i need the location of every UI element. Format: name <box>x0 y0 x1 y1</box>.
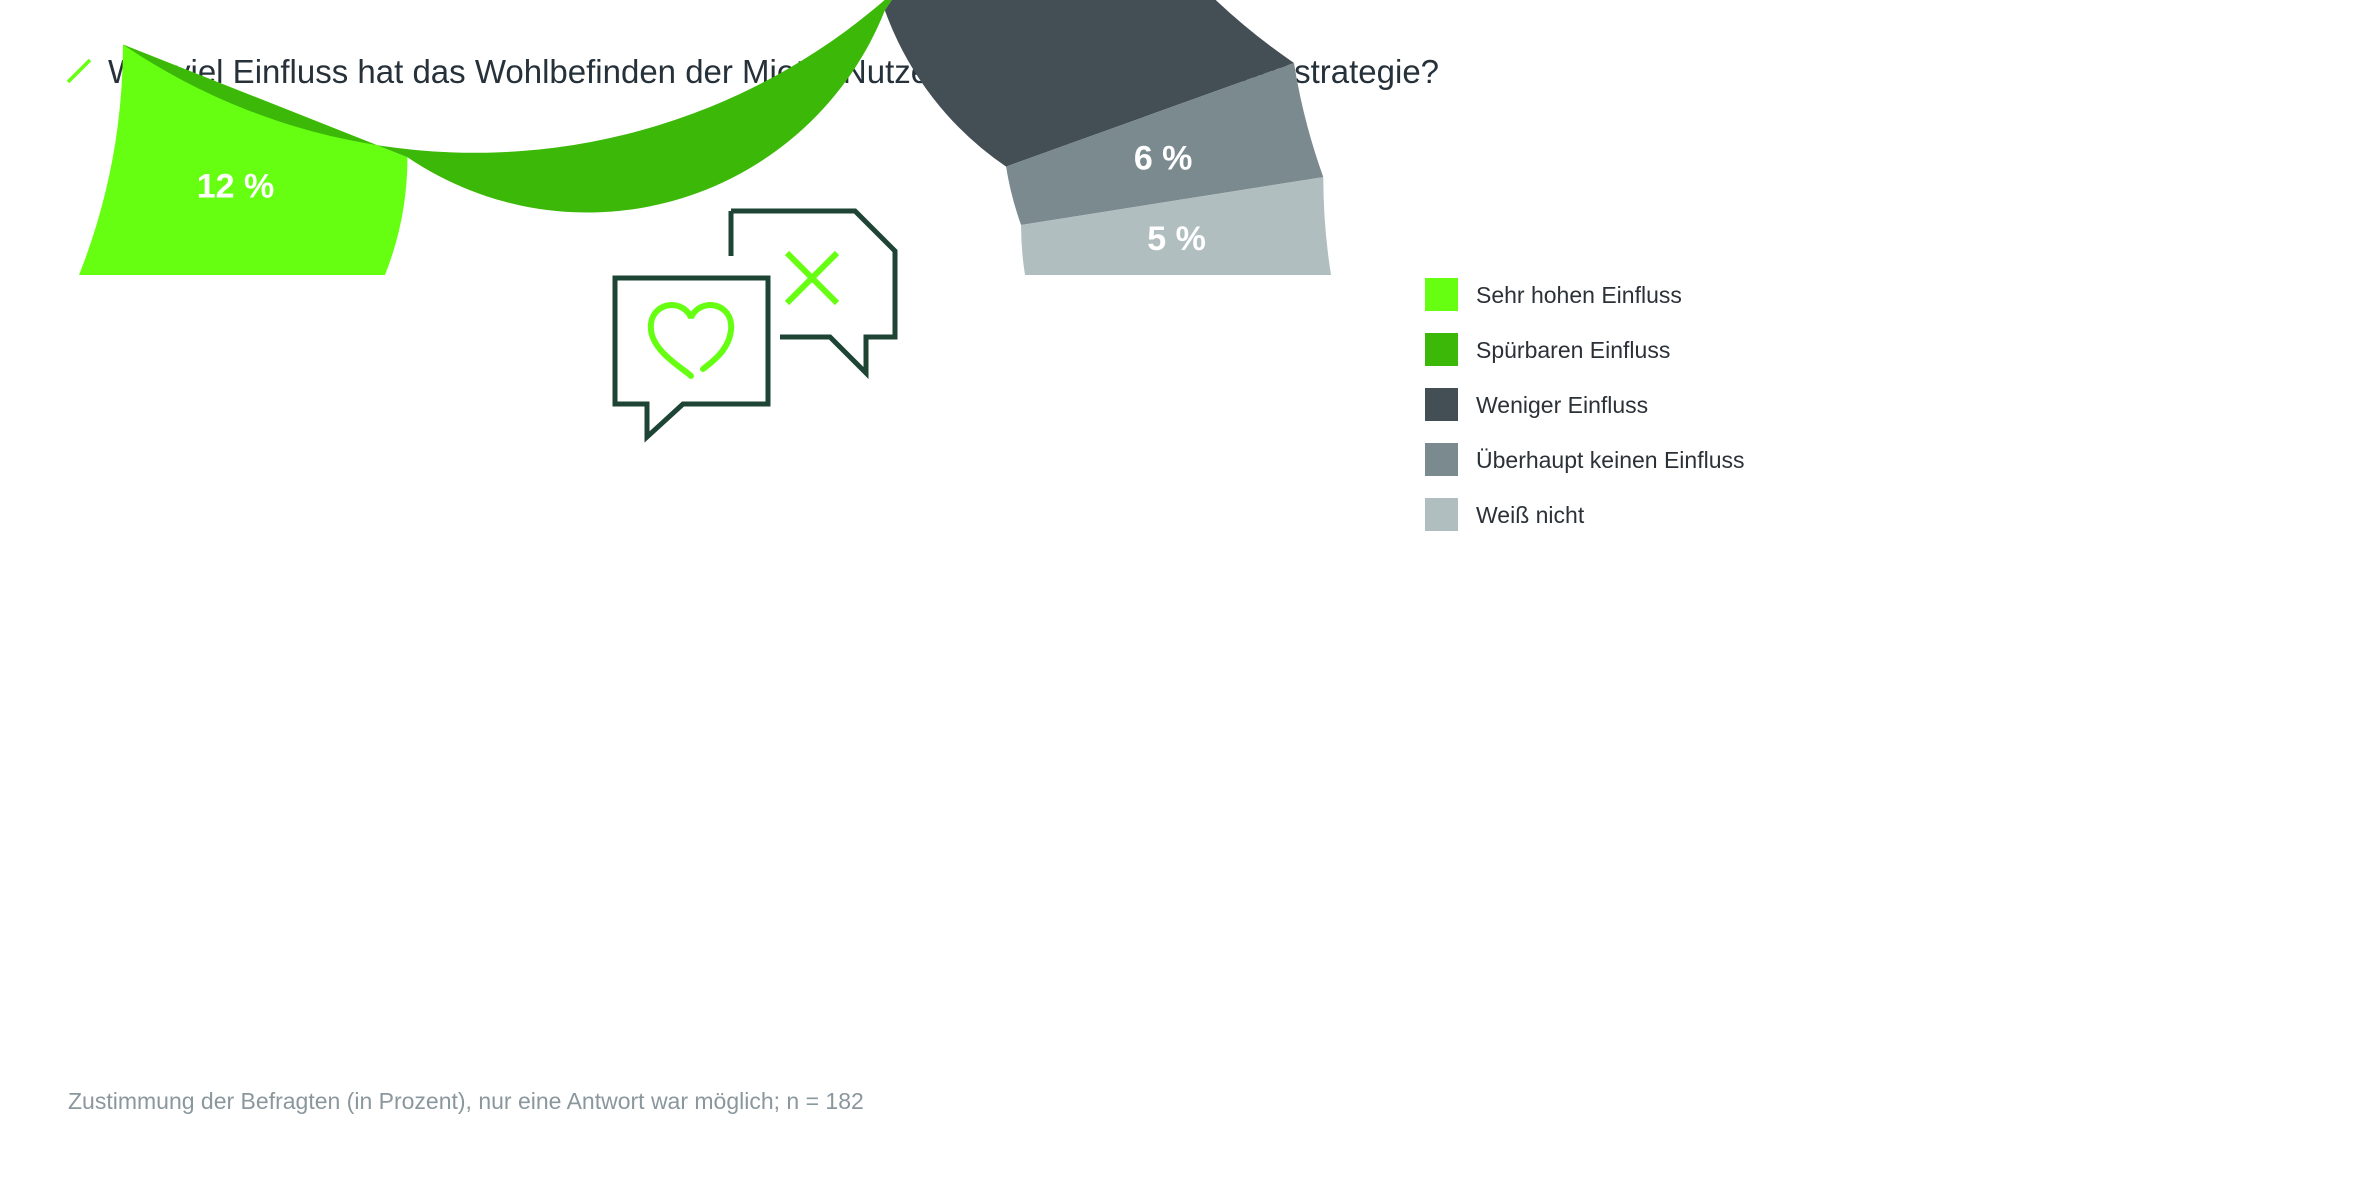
legend-swatch-weniger-einfluss <box>1425 388 1458 421</box>
legend-label-wei-nicht: Weiß nicht <box>1476 502 1585 528</box>
segment-label-weniger-einfluss: 20 % <box>1040 0 1118 5</box>
segment-wei-nicht <box>1021 177 1331 275</box>
legend-label-sehr-hohen-einfluss: Sehr hohen Einfluss <box>1476 282 1682 308</box>
segment-spu-rbaren-einfluss <box>122 0 892 213</box>
heart-speech-bubble-icon <box>612 275 771 443</box>
segment-labels: 12 %57 %20 %6 %5 % <box>197 0 1206 258</box>
legend-label-spu-rbaren-einfluss: Spürbaren Einfluss <box>1476 337 1670 363</box>
segment-label-sehr-hohen-einfluss: 12 % <box>197 167 275 205</box>
slash-accent-icon <box>66 58 92 84</box>
segment-label-wei-nicht: 5 % <box>1147 220 1206 258</box>
legend-label-u-berhaupt-keinen-einfluss: Überhaupt keinen Einfluss <box>1476 447 1745 473</box>
chart-legend: Sehr hohen Einfluss Spürbaren Einfluss Wen… <box>1425 278 1745 531</box>
legend-swatch-wei-nicht <box>1425 498 1458 531</box>
segment-u-berhaupt-keinen-einfluss <box>1006 62 1324 225</box>
legend-label-weniger-einfluss: Weniger Einfluss <box>1476 392 1648 418</box>
segment-weniger-einfluss <box>884 0 1294 167</box>
cross-speech-bubble-icon <box>728 208 898 380</box>
half-donut-chart <box>79 0 1331 275</box>
segment-label-u-berhaupt-keinen-einfluss: 6 % <box>1134 139 1193 177</box>
footnote: Zustimmung der Befragten (in Prozent), n… <box>68 1088 864 1114</box>
legend-swatch-spu-rbaren-einfluss <box>1425 333 1458 366</box>
segment-sehr-hohen-einfluss <box>79 44 408 275</box>
legend-swatch-sehr-hohen-einfluss <box>1425 278 1458 311</box>
legend-swatch-u-berhaupt-keinen-einfluss <box>1425 443 1458 476</box>
